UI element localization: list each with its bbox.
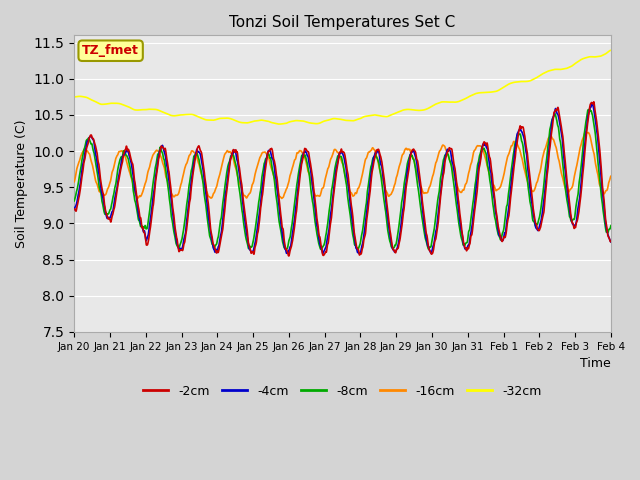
Title: Tonzi Soil Temperatures Set C: Tonzi Soil Temperatures Set C bbox=[229, 15, 456, 30]
Text: TZ_fmet: TZ_fmet bbox=[82, 44, 139, 57]
X-axis label: Time: Time bbox=[580, 357, 611, 370]
Y-axis label: Soil Temperature (C): Soil Temperature (C) bbox=[15, 120, 28, 248]
Legend: -2cm, -4cm, -8cm, -16cm, -32cm: -2cm, -4cm, -8cm, -16cm, -32cm bbox=[138, 380, 547, 403]
